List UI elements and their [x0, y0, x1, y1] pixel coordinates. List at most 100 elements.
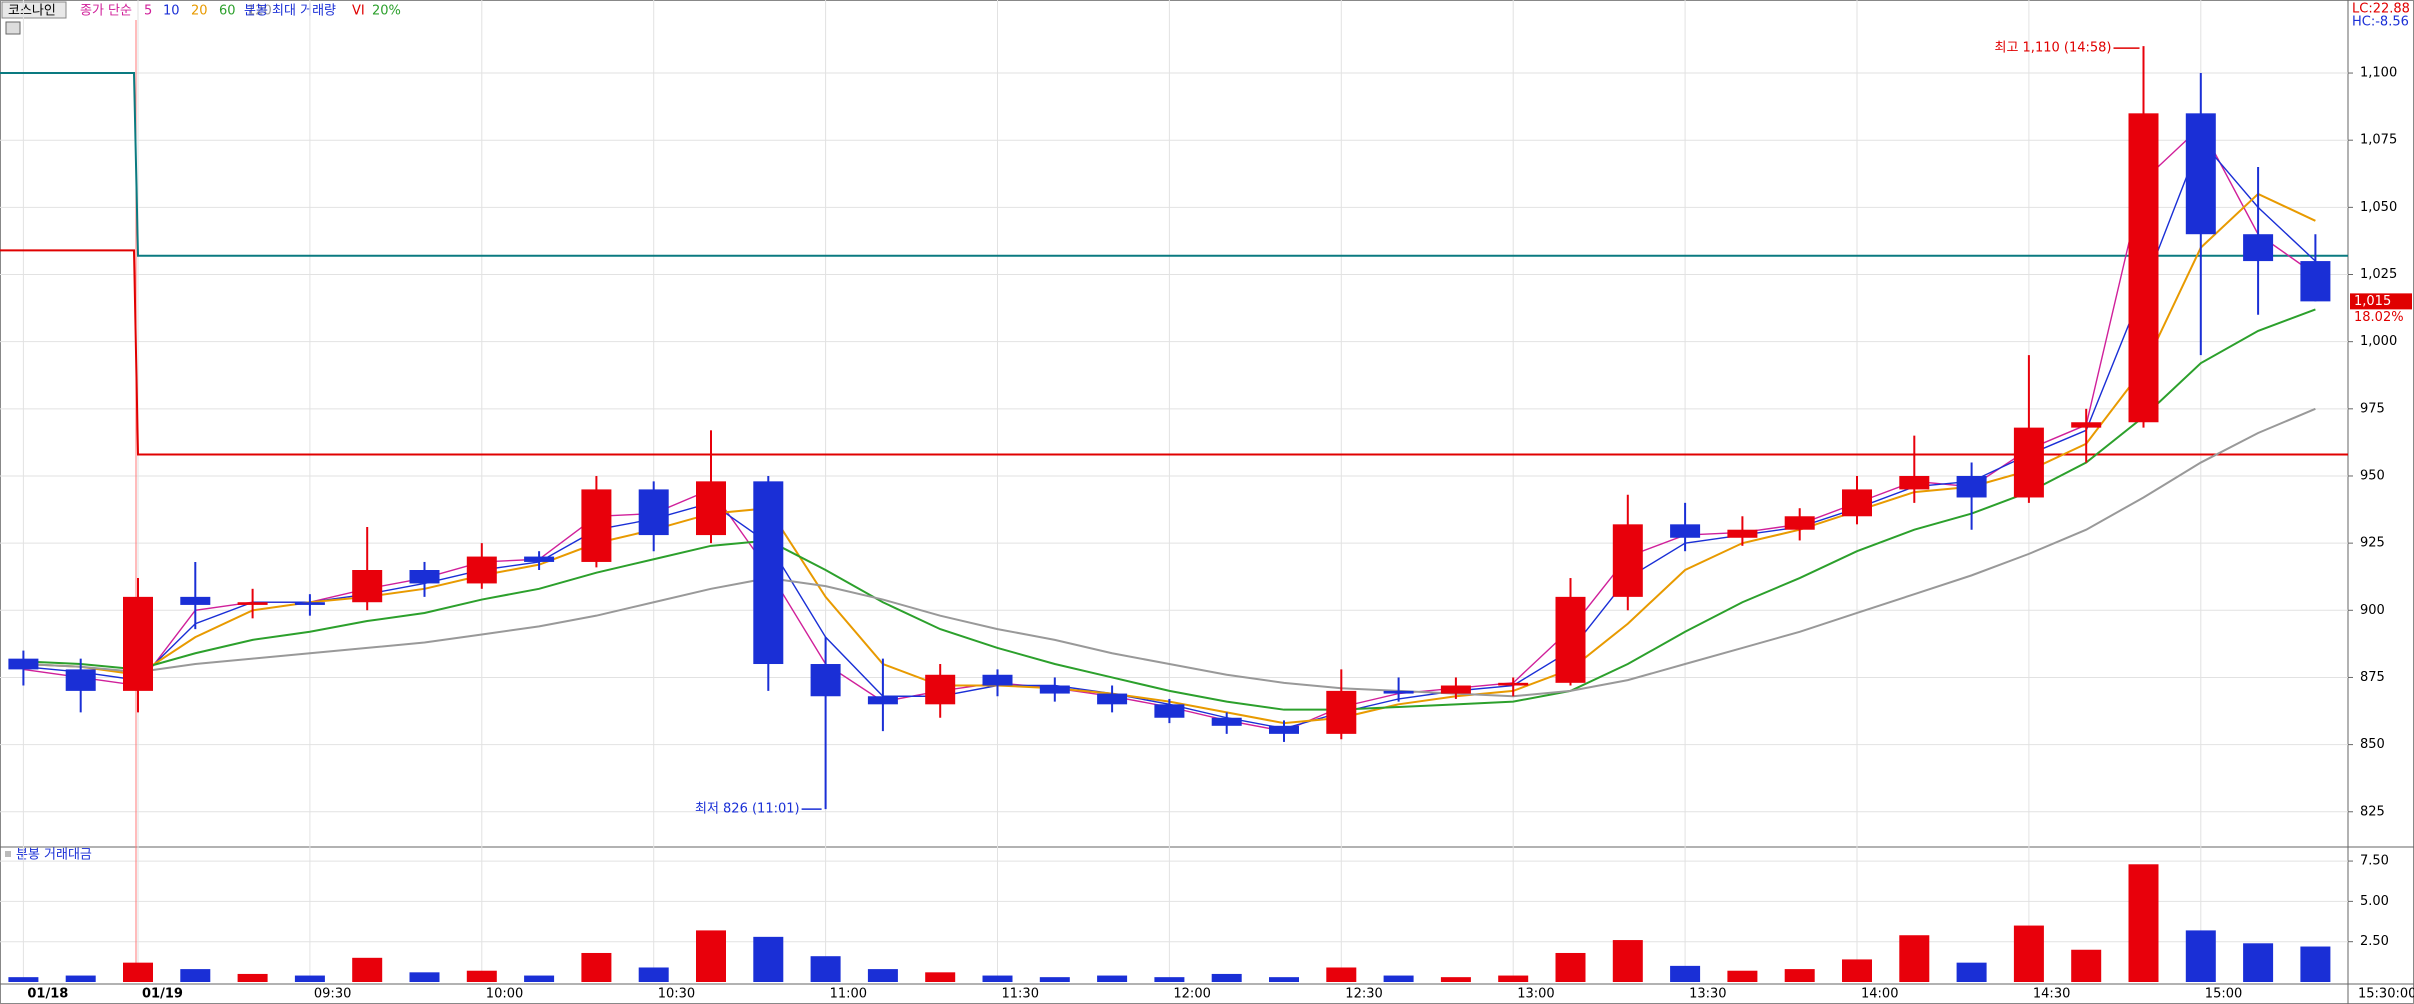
volume-bar: [1211, 973, 1242, 982]
level-line: [0, 72, 2348, 257]
volume-bar: [925, 972, 956, 982]
legend-entry: 120: [247, 4, 272, 19]
candle-body: [237, 602, 268, 605]
volume-bar: [1670, 965, 1701, 982]
volume-title: 분봉 거래대금: [16, 848, 92, 863]
instrument-name: 코스나인: [8, 4, 56, 19]
x-tick-label: 13:00: [1517, 987, 1554, 1002]
grid: [0, 0, 2348, 982]
vi-value: 20%: [372, 4, 401, 19]
legend-entry: 60: [219, 4, 236, 19]
y-tick-label: 1,000: [2360, 334, 2397, 349]
x-tick-label: 11:00: [830, 987, 867, 1002]
candle-body: [1555, 596, 1586, 683]
candle-body: [1326, 690, 1357, 734]
y-tick-label: 1,075: [2360, 133, 2397, 148]
y-tick-label: 850: [2360, 737, 2385, 752]
candle-body: [524, 556, 555, 562]
volume-bar: [2071, 949, 2102, 982]
y-tick-label: 1,050: [2360, 200, 2397, 215]
candle-body: [753, 481, 784, 665]
volume-bar: [409, 972, 440, 982]
volume-bar: [2300, 946, 2331, 982]
x-tick-label: 14:00: [1861, 987, 1898, 1002]
candle-body: [1154, 704, 1185, 718]
candle-body: [2300, 261, 2331, 302]
candle-body: [1956, 475, 1987, 498]
candle-body: [810, 664, 841, 697]
x-tick-label: 12:00: [1173, 987, 1210, 1002]
volume-bar: [1097, 975, 1128, 982]
volume-label: 분봉 최대 거래량: [244, 4, 336, 19]
volume-bar: [237, 973, 268, 982]
candle-body: [352, 570, 383, 603]
instrument-box[interactable]: [1, 1, 67, 19]
volume-bar: [1842, 959, 1872, 982]
hc-label: HC:-8.56: [2352, 15, 2409, 30]
annotation-low: 최저 826 (11:01): [695, 802, 800, 817]
volume-bar: [1269, 977, 1299, 982]
candle-body: [2185, 113, 2216, 235]
toolbar-icon[interactable]: [5, 21, 21, 35]
x-tick-label: 01/18: [27, 987, 68, 1002]
volume-bar: [524, 975, 555, 982]
volume-bar: [1154, 977, 1185, 982]
volume-bar: [1956, 962, 1987, 982]
volume-bar: [2128, 864, 2159, 982]
legend-entry: 5: [144, 4, 152, 19]
volume-bar: [810, 956, 841, 982]
candle-body: [1440, 685, 1471, 694]
y-tick-label: 900: [2360, 603, 2385, 618]
y-tick-label: 7.50: [2360, 854, 2389, 869]
volume-bar: [1440, 977, 1471, 982]
candle-body: [638, 489, 669, 536]
y-tick-label: 1,025: [2360, 267, 2397, 282]
candle-body: [1784, 516, 1815, 530]
y-tick-label: 975: [2360, 401, 2385, 416]
candle-body: [696, 481, 726, 536]
y-tick-label: 925: [2360, 536, 2385, 551]
candle-body: [867, 696, 898, 705]
candle-body: [180, 596, 211, 605]
candle-body: [2013, 427, 2044, 498]
candle-body: [1899, 475, 1930, 490]
volume-bar: [123, 962, 153, 982]
x-tick-label: 14:30: [2033, 987, 2070, 1002]
candle-body: [1211, 717, 1242, 726]
candle-body: [1727, 529, 1758, 538]
volume-bar: [1383, 975, 1414, 982]
volume-bar: [1555, 952, 1586, 982]
legend-entry: 20: [191, 4, 208, 19]
volume-bar: [1784, 969, 1815, 982]
volume-bar: [638, 967, 669, 982]
x-tick-label: 11:30: [1002, 987, 1039, 1002]
x-tick-label: 10:30: [658, 987, 695, 1002]
x-tick-label: 01/19: [142, 987, 183, 1002]
y-tick-label: 1,100: [2360, 66, 2397, 81]
candle-body: [294, 602, 325, 605]
volume-bar: [466, 970, 497, 982]
volume-bar: [2185, 930, 2216, 982]
x-tick-label: 15:00: [2205, 987, 2242, 1002]
volume-bar: [1326, 967, 1357, 982]
ma-line: [23, 308, 2316, 711]
candle-body: [1269, 725, 1299, 734]
candle-body: [1670, 524, 1701, 538]
volume-bar: [294, 975, 325, 982]
candle-body: [1842, 489, 1872, 517]
price-box: [2350, 293, 2412, 310]
candle-body: [2071, 422, 2102, 428]
volume-bar: [867, 969, 898, 982]
volume-bar: [1039, 977, 1070, 982]
volume-bar: [753, 936, 784, 982]
candle-body: [1612, 524, 1643, 597]
x-tick-label: 09:30: [314, 987, 351, 1002]
time-label: 15:30:00: [2358, 987, 2414, 1002]
x-tick-label: 13:30: [1689, 987, 1726, 1002]
candle-body: [466, 556, 497, 584]
x-tick-label: 12:30: [1345, 987, 1382, 1002]
volume-bar: [1612, 940, 1643, 982]
x-tick-label: 10:00: [486, 987, 523, 1002]
candle-body: [65, 669, 96, 691]
